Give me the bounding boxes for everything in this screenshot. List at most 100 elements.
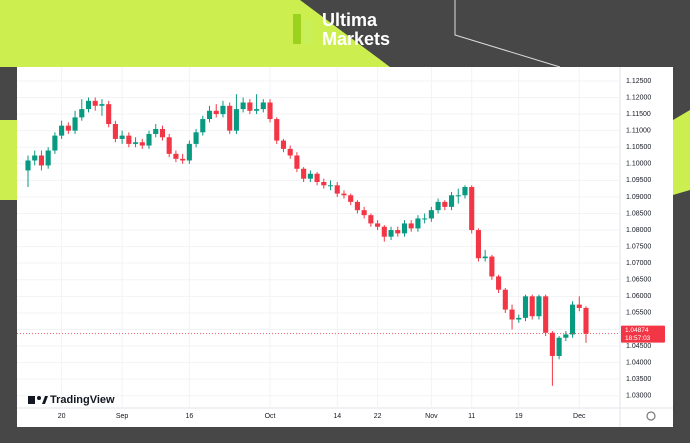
candle-body xyxy=(106,104,112,125)
candle-body xyxy=(287,148,293,156)
y-tick-label: 1.03500 xyxy=(626,376,651,383)
candle-body xyxy=(395,230,401,234)
y-tick-label: 1.08500 xyxy=(626,210,651,217)
candle-body xyxy=(153,128,159,134)
candle-body xyxy=(442,201,448,207)
candle-body xyxy=(348,195,354,202)
candle-body xyxy=(213,110,219,115)
candle-body xyxy=(99,104,105,106)
candle-body xyxy=(469,186,475,231)
candle-body xyxy=(381,226,387,237)
x-tick-label: Oct xyxy=(265,413,276,420)
candle-body xyxy=(415,218,421,229)
accent-shape xyxy=(0,0,390,67)
candle-body xyxy=(92,100,98,106)
candle-body xyxy=(455,195,461,197)
candle-body xyxy=(146,133,152,146)
candle-body xyxy=(193,132,199,144)
candle-body xyxy=(401,223,408,234)
candle-body xyxy=(334,185,340,194)
x-tick-label: 14 xyxy=(333,413,341,420)
x-tick-label: 11 xyxy=(468,413,475,420)
candle-body xyxy=(200,119,206,133)
y-tick-label: 1.12500 xyxy=(626,78,651,85)
candle-body xyxy=(206,110,213,120)
candle-body xyxy=(475,230,481,259)
y-tick-label: 1.03000 xyxy=(626,393,651,400)
candle-body xyxy=(341,193,347,196)
chart: 1.12500 1.12000 1.11500 1.11000 1.10500 1.100… xyxy=(17,67,673,427)
x-tick-label: 16 xyxy=(185,413,193,420)
candle-body xyxy=(408,223,414,229)
candle-body xyxy=(543,296,549,333)
y-tick-label: 1.04000 xyxy=(626,359,651,366)
candle-body xyxy=(85,100,92,110)
candle-body xyxy=(388,230,394,237)
x-tick-label: 19 xyxy=(515,413,523,420)
x-tick-label: 20 xyxy=(58,413,66,420)
candle-body xyxy=(186,143,192,161)
accent-strip xyxy=(673,110,690,195)
y-tick-label: 1.12000 xyxy=(626,94,651,101)
x-tick-label: Dec xyxy=(573,413,586,420)
last-price-label: 1.04874 xyxy=(625,327,649,334)
candle-body xyxy=(529,296,535,317)
candle-body xyxy=(32,155,38,161)
candle-body xyxy=(516,317,522,320)
candle-body xyxy=(240,102,246,110)
candle-body xyxy=(509,309,515,320)
y-tick-label: 1.11500 xyxy=(626,111,651,118)
y-tick-label: 1.09000 xyxy=(626,194,651,201)
candle-body xyxy=(294,155,300,169)
tv-logo: TradingView xyxy=(28,394,115,406)
candle-body xyxy=(119,135,125,139)
tv-icon xyxy=(37,396,41,400)
candle-body xyxy=(361,210,367,216)
countdown-label: 18:57:03 xyxy=(625,335,651,342)
candle-body xyxy=(482,256,488,259)
x-tick-label: Nov xyxy=(425,413,438,420)
candle-body xyxy=(220,105,226,115)
decor-line xyxy=(454,0,561,68)
candle-body xyxy=(267,102,273,120)
y-tick-label: 1.06500 xyxy=(626,277,651,284)
candle-body xyxy=(45,150,51,166)
x-tick-label: 22 xyxy=(374,413,382,420)
watermark: TradingView xyxy=(50,394,115,406)
candle-body xyxy=(354,201,360,211)
candle-body xyxy=(368,215,374,224)
logo-icon xyxy=(304,20,312,44)
logo: Ultima Markets xyxy=(293,10,390,49)
candle-body xyxy=(428,210,434,219)
candle-body xyxy=(159,128,166,138)
y-tick-label: 1.08000 xyxy=(626,227,651,234)
candle-body xyxy=(435,201,441,211)
candle-body xyxy=(227,105,233,131)
accent-strip xyxy=(0,120,17,200)
y-tick-label: 1.04500 xyxy=(626,343,651,350)
x-tick-label: Sep xyxy=(116,413,129,420)
candle-body xyxy=(569,304,576,335)
candle-body xyxy=(314,173,320,183)
candle-body xyxy=(72,117,78,131)
candle-body xyxy=(307,173,313,179)
settings-icon[interactable] xyxy=(646,411,656,421)
tv-icon xyxy=(42,396,48,404)
candle-body xyxy=(112,124,118,139)
y-tick-label: 1.05500 xyxy=(626,310,651,317)
candle-body xyxy=(38,155,45,166)
candle-body xyxy=(448,195,455,207)
candle-body xyxy=(583,307,589,334)
candle-body xyxy=(375,223,381,227)
candle-body xyxy=(25,160,31,171)
y-tick-label: 1.10500 xyxy=(626,144,651,151)
tv-icon xyxy=(28,396,35,404)
candle-body xyxy=(173,153,179,159)
candle-body xyxy=(502,289,508,310)
y-tick-label: 1.07500 xyxy=(626,243,651,250)
candle-body xyxy=(52,135,58,151)
candle-body xyxy=(254,109,260,111)
y-tick-label: 1.11000 xyxy=(626,127,651,134)
candle-body xyxy=(489,256,495,277)
